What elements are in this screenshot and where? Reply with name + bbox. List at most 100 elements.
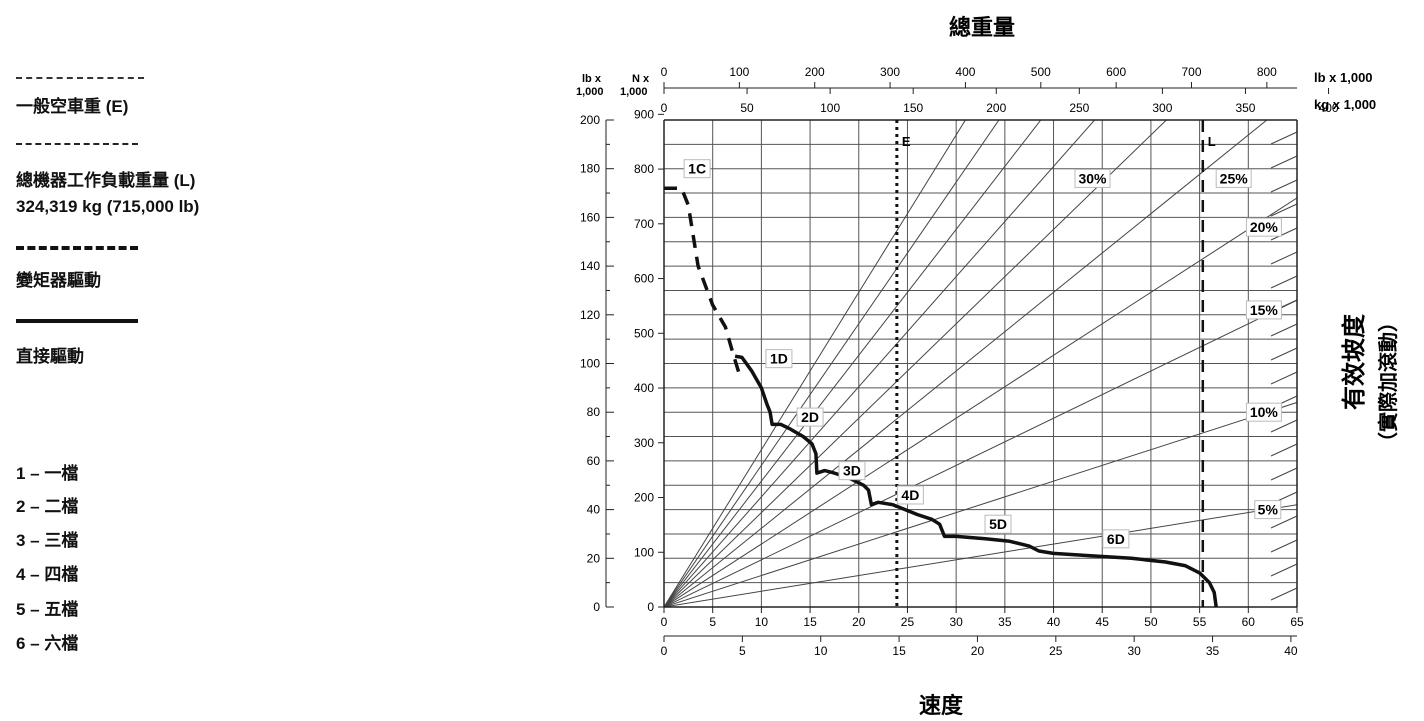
x-mph-tick-label: 0 — [661, 615, 668, 629]
curve-label-2d-box — [796, 407, 824, 427]
x-mph-tick-label: 30 — [949, 615, 963, 629]
y-n-units-label: N x — [632, 73, 650, 85]
top-kg-tick-label: 100 — [820, 101, 840, 115]
y-n-tick-label: 700 — [634, 217, 654, 231]
curve-label-1d-box — [765, 349, 793, 369]
top-kg-tick-label: 400 — [1319, 101, 1339, 115]
curve-label-5d: 5D — [989, 516, 1007, 532]
grade-line — [664, 120, 1095, 607]
top-lb-tick-label: 800 — [1257, 65, 1277, 79]
rimpull-chart: E L 1C 1D 2D 3D 4D 5D 6D 30% 25% 20% 15% 10% 5% 0 20 40 60… — [576, 15, 1400, 718]
curve-label-1d: 1D — [770, 351, 788, 367]
y-lb-units-label-2: 1,000 — [576, 86, 604, 98]
top-lb-tick-label: 500 — [1031, 65, 1051, 79]
curve-label-3d-box — [838, 461, 866, 481]
gear-item-4: 4 – 四檔 — [16, 565, 79, 584]
grade-hatch-mark — [1270, 155, 1298, 169]
chart-title: 總重量 — [949, 15, 1015, 40]
y-lb-tick-label: 180 — [580, 162, 600, 176]
x-axis-label: 速度 — [919, 693, 964, 718]
grade-line — [664, 504, 1297, 607]
x-mph-tick-label: 5 — [709, 615, 716, 629]
curve-label-6d: 6D — [1107, 531, 1125, 547]
grade-label-20: 20% — [1250, 219, 1279, 235]
x-mph-tick-label: 60 — [1242, 615, 1256, 629]
top-lb-tick-label: 100 — [729, 65, 749, 79]
grade-label-15: 15% — [1250, 302, 1279, 318]
gear-item-3: 3 – 三檔 — [16, 531, 79, 550]
grade-line — [664, 120, 966, 607]
grade-hatch-mark — [1270, 179, 1298, 193]
top-lb-tick-label: 400 — [955, 65, 975, 79]
x-mph-tick-label: 20 — [852, 615, 866, 629]
y-lb-tick-label: 60 — [587, 454, 601, 468]
y-n-tick-label: 500 — [634, 326, 654, 340]
direct-drive-label: 直接驅動 — [16, 347, 84, 366]
direct-drive-line-sample — [16, 319, 138, 323]
x-mph-tick-label: 15 — [803, 615, 817, 629]
x-mph-tick-label: 10 — [755, 615, 769, 629]
grade-hatch-mark — [1270, 539, 1298, 553]
top-lb-tick-label: 600 — [1106, 65, 1126, 79]
direct-drive-curve — [734, 354, 1218, 608]
curve-label-6d-box — [1102, 529, 1130, 549]
y-lb-tick-label: 40 — [587, 503, 601, 517]
grade-label-20-box — [1245, 217, 1282, 237]
grade-hatch-mark — [1270, 371, 1298, 385]
grade-hatch-mark — [1270, 515, 1298, 529]
converter-drive-label: 變矩器驅動 — [16, 271, 101, 290]
top-lb-tick-label: 0 — [661, 65, 668, 79]
top-lb-units-label: lb x 1,000 — [1314, 70, 1373, 85]
y-n-tick-label: 900 — [634, 107, 654, 121]
grade-line — [664, 120, 1167, 607]
top-kg-tick-label: 350 — [1235, 101, 1255, 115]
x-kmh-tick-label: 15 — [892, 644, 906, 658]
x-mph-tick-label: 65 — [1290, 615, 1304, 629]
y-lb-tick-label: 120 — [580, 308, 600, 322]
top-kg-tick-label: 0 — [661, 101, 668, 115]
curve-label-1c-box — [683, 159, 711, 179]
y-lb-units-label: lb x — [582, 73, 602, 85]
gross-weight-marker-label: L — [1208, 134, 1216, 149]
y-n-tick-label: 600 — [634, 272, 654, 286]
top-kg-tick-label: 200 — [986, 101, 1006, 115]
x-kmh-tick-label: 25 — [1049, 644, 1063, 658]
grade-axis-label: 有效坡度 — [1340, 313, 1368, 410]
x-mph-tick-label: 50 — [1144, 615, 1158, 629]
grade-hatch-mark — [1270, 323, 1298, 337]
x-mph-tick-label: 55 — [1193, 615, 1207, 629]
grade-hatch-mark — [1270, 587, 1298, 601]
grade-hatch-mark — [1270, 203, 1298, 217]
y-n-tick-label: 300 — [634, 436, 654, 450]
top-lb-tick-label: 700 — [1181, 65, 1201, 79]
top-kg-tick-label: 50 — [740, 101, 754, 115]
curve-label-5d-box — [984, 514, 1012, 534]
top-kg-tick-label: 250 — [1069, 101, 1089, 115]
y-lb-tick-label: 140 — [580, 259, 600, 273]
grade-label-10: 10% — [1250, 404, 1279, 420]
y-lb-tick-label: 80 — [587, 405, 601, 419]
grade-line — [664, 120, 1042, 607]
top-lb-tick-label: 300 — [880, 65, 900, 79]
y-lb-tick-label: 0 — [593, 600, 600, 614]
grade-hatch-mark — [1270, 467, 1298, 481]
top-kg-tick-label: 150 — [903, 101, 923, 115]
y-n-tick-label: 800 — [634, 162, 654, 176]
grade-axis-sublabel: （實際加滾動） — [1376, 312, 1400, 452]
x-kmh-tick-label: 10 — [814, 644, 828, 658]
grade-hatch-mark — [1270, 251, 1298, 265]
gross-weight-value: 324,319 kg (715,000 lb) — [16, 197, 200, 216]
grade-label-30: 30% — [1078, 170, 1107, 186]
x-kmh-tick-label: 0 — [661, 644, 668, 658]
y-lb-tick-label: 20 — [587, 551, 601, 565]
y-n-tick-label: 100 — [634, 545, 654, 559]
grade-line — [664, 299, 1297, 607]
grade-line — [664, 120, 1268, 607]
grade-label-15-box — [1245, 300, 1282, 320]
curve-label-2d: 2D — [801, 409, 819, 425]
empty-weight-label: 一般空車重 (E) — [16, 97, 129, 116]
y-n-tick-label: 400 — [634, 381, 654, 395]
gear-item-5: 5 – 五檔 — [16, 600, 79, 619]
gross-weight-line-sample — [16, 143, 138, 145]
grade-line — [664, 120, 1000, 607]
